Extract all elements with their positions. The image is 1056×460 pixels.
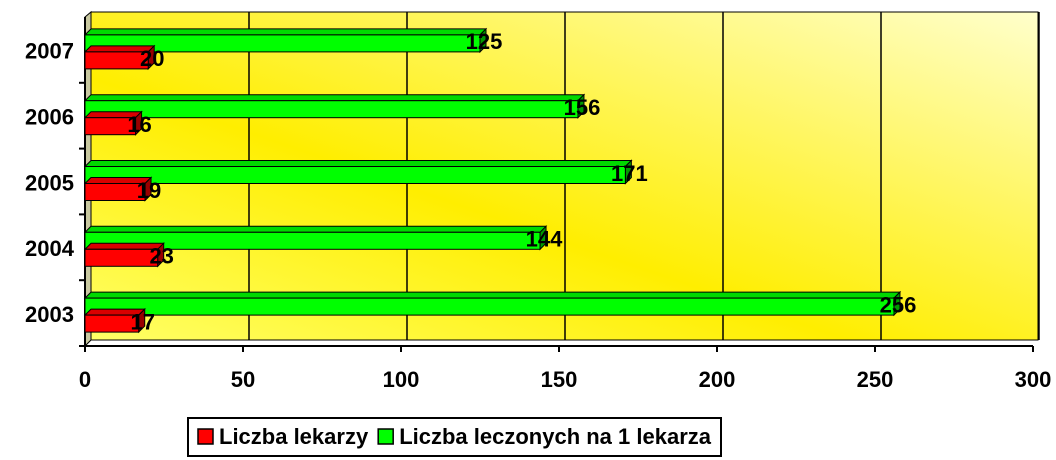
data-label: 19 [137, 178, 161, 203]
x-tick-label: 100 [383, 367, 420, 392]
bar-top [83, 225, 548, 233]
bar [84, 314, 140, 333]
bar [84, 34, 481, 53]
y-tick-label: 2007 [25, 39, 74, 64]
data-label: 17 [130, 309, 154, 334]
y-tick-label: 2006 [25, 105, 74, 130]
legend-swatch [377, 428, 394, 445]
bar [84, 166, 626, 184]
legend-box [187, 417, 722, 457]
y-tick-label: 2004 [25, 236, 75, 261]
legend: Liczba lekarzy Liczba leczonych na 1 leka… [187, 417, 722, 457]
bar [84, 51, 149, 70]
y-tick-label: 2005 [25, 170, 74, 195]
x-tick-label: 0 [79, 367, 91, 392]
bar-top [83, 291, 902, 299]
bar-top [83, 94, 586, 102]
bar-top [83, 28, 488, 36]
data-label: 125 [466, 29, 503, 54]
x-tick-label: 150 [541, 367, 578, 392]
y-tick-label: 2003 [25, 302, 74, 327]
data-label: 144 [526, 227, 563, 252]
data-label: 256 [880, 292, 917, 317]
bar [84, 231, 541, 250]
bar [84, 183, 146, 201]
bar [84, 100, 579, 119]
data-label: 156 [564, 95, 601, 120]
x-tick-label: 50 [231, 367, 255, 392]
bar [84, 297, 895, 316]
x-tick-label: 250 [857, 367, 894, 392]
x-tick-label: 200 [699, 367, 736, 392]
data-label: 23 [149, 244, 173, 269]
data-label: 20 [140, 46, 164, 71]
bar [84, 248, 159, 267]
data-label: 171 [611, 161, 648, 186]
legend-label: Liczba lekarzy [219, 424, 369, 449]
data-label: 16 [127, 112, 151, 137]
bar-top [83, 160, 633, 167]
bar [84, 117, 137, 136]
legend-swatch [197, 428, 214, 445]
x-tick-label: 300 [1015, 367, 1052, 392]
legend-label: Liczba leczonych na 1 lekarza [399, 424, 712, 449]
